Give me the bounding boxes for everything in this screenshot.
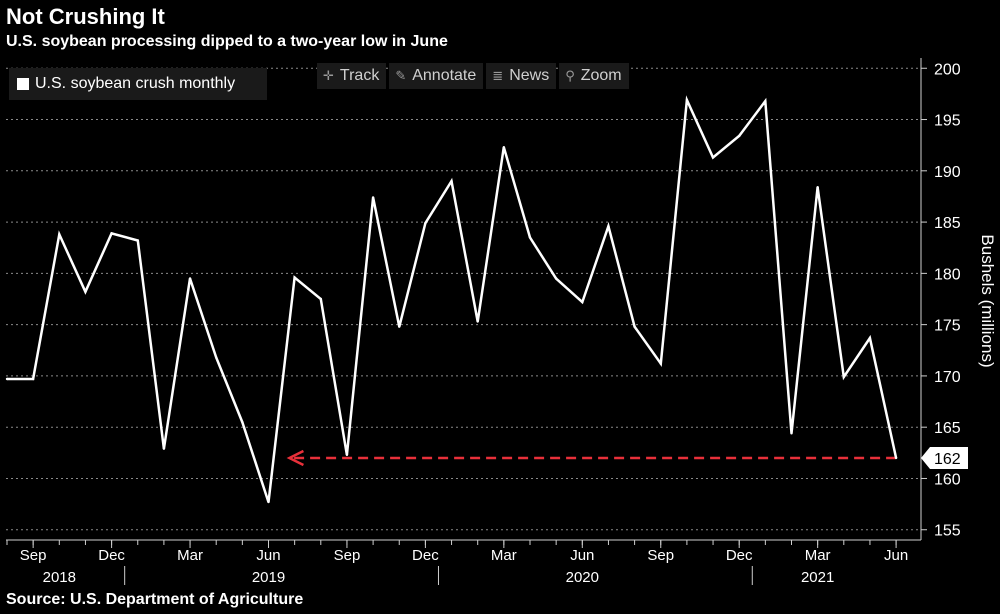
x-tick-label: Sep bbox=[647, 547, 674, 564]
annotate-label: Annotate bbox=[412, 67, 477, 84]
data-point bbox=[345, 453, 349, 457]
crosshair-icon: ✛ bbox=[323, 68, 334, 83]
data-point bbox=[764, 99, 767, 103]
x-tick-label: Mar bbox=[805, 547, 831, 564]
y-tick-label: 160 bbox=[934, 471, 961, 488]
data-point bbox=[319, 297, 322, 301]
y-axis-title: Bushels (millions) bbox=[978, 234, 997, 367]
x-tick-label: Mar bbox=[177, 547, 203, 564]
value-callout-text: 162 bbox=[934, 451, 961, 468]
track-button[interactable]: ✛ Track bbox=[317, 63, 387, 89]
y-tick-label: 195 bbox=[934, 113, 961, 130]
data-point bbox=[371, 196, 375, 199]
y-axis: 155 160 165 170 175 180 185 190 195 200 bbox=[920, 58, 961, 540]
zoom-button[interactable]: ⚲ Zoom bbox=[559, 63, 629, 89]
x-tick-label: Jun bbox=[570, 547, 594, 564]
data-point bbox=[136, 239, 139, 242]
year-label: 2018 bbox=[43, 569, 76, 586]
year-label: 2021 bbox=[801, 569, 834, 586]
legend-swatch bbox=[17, 78, 29, 90]
data-point bbox=[58, 233, 61, 236]
x-tick-label: Dec bbox=[726, 547, 753, 564]
y-tick-label: 175 bbox=[934, 318, 961, 335]
data-point bbox=[398, 325, 401, 328]
data-point bbox=[293, 276, 296, 279]
data-point bbox=[162, 447, 166, 450]
gridlines bbox=[6, 67, 921, 531]
data-point bbox=[528, 236, 532, 239]
data-point bbox=[31, 377, 35, 381]
data-point bbox=[424, 221, 427, 225]
series-layer bbox=[5, 95, 898, 504]
data-point bbox=[476, 320, 479, 323]
data-point bbox=[816, 186, 819, 189]
x-tick-label: Jun bbox=[256, 547, 280, 564]
data-point bbox=[502, 146, 506, 149]
news-button[interactable]: ≣ News bbox=[486, 63, 557, 89]
y-tick-label: 180 bbox=[934, 266, 961, 283]
data-point bbox=[659, 362, 662, 365]
x-tick-label: Dec bbox=[412, 547, 439, 564]
news-icon: ≣ bbox=[492, 68, 504, 83]
magnifier-icon: ⚲ bbox=[565, 68, 575, 83]
data-point bbox=[450, 179, 453, 183]
data-point bbox=[554, 277, 558, 280]
arrow-head bbox=[286, 449, 304, 467]
chart-toolbar: ✛ Track ✎ Annotate ≣ News ⚲ Zoom bbox=[317, 63, 632, 89]
annotate-button[interactable]: ✎ Annotate bbox=[389, 63, 484, 89]
chart-title: Not Crushing It bbox=[6, 4, 165, 29]
legend-label: U.S. soybean crush monthly bbox=[35, 75, 236, 92]
series-line bbox=[7, 95, 898, 503]
value-callout-box bbox=[921, 446, 968, 469]
data-point bbox=[5, 377, 9, 381]
data-point bbox=[241, 420, 244, 424]
y-tick-label: 185 bbox=[934, 215, 961, 232]
y-tick-label: 165 bbox=[934, 420, 961, 437]
source-note: Source: U.S. Department of Agriculture bbox=[6, 591, 304, 608]
x-tick-label: Sep bbox=[334, 547, 361, 564]
data-point bbox=[842, 375, 845, 379]
arrow-annotation bbox=[286, 449, 897, 467]
x-tick-label: Sep bbox=[20, 547, 47, 564]
y-tick-label: 155 bbox=[934, 523, 961, 540]
pencil-icon: ✎ bbox=[395, 68, 407, 83]
x-tick-label: Mar bbox=[491, 547, 517, 564]
news-label: News bbox=[509, 67, 550, 84]
x-tick-label: Jun bbox=[884, 547, 908, 564]
x-tick-label: Dec bbox=[98, 547, 125, 564]
data-point bbox=[633, 325, 636, 328]
data-point bbox=[868, 336, 872, 340]
x-axis: Sep Dec Mar Jun Sep Dec Mar Jun Sep Dec Mar Jun 2018… bbox=[6, 539, 921, 586]
data-point bbox=[84, 290, 87, 294]
data-point bbox=[110, 232, 113, 235]
data-point bbox=[188, 277, 192, 280]
y-tick-label: 200 bbox=[934, 61, 961, 78]
data-point bbox=[894, 456, 898, 460]
year-label: 2019 bbox=[252, 569, 285, 586]
legend[interactable]: U.S. soybean crush monthly bbox=[9, 68, 267, 100]
year-label: 2020 bbox=[566, 569, 599, 586]
data-point bbox=[711, 156, 715, 159]
data-point bbox=[738, 134, 741, 138]
y-tick-label: 190 bbox=[934, 164, 961, 181]
zoom-label: Zoom bbox=[580, 67, 622, 84]
value-label: 162 bbox=[921, 446, 968, 469]
y-tick-label: 170 bbox=[934, 369, 961, 386]
chart-subtitle: U.S. soybean processing dipped to a two-… bbox=[6, 33, 448, 50]
data-point bbox=[215, 356, 218, 359]
data-point bbox=[267, 500, 270, 504]
data-point bbox=[685, 98, 689, 102]
data-point bbox=[607, 224, 610, 228]
track-label: Track bbox=[339, 67, 380, 84]
data-point bbox=[581, 300, 584, 304]
data-point bbox=[790, 432, 793, 435]
